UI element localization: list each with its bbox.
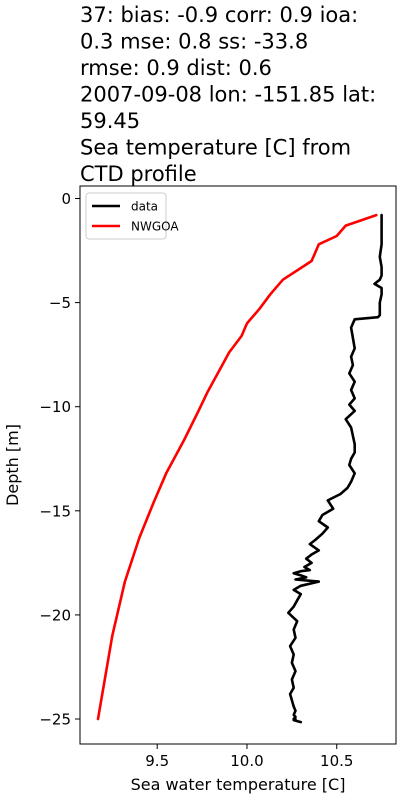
legend: data NWGOA	[85, 192, 179, 240]
plot-area: 9.5 10.0 10.5 0 −5 −10 −15 −20 −25 data NWGOA	[39, 185, 397, 770]
title-line: Sea temperature [C] from	[80, 136, 351, 160]
y-axis-label: Depth [m]	[3, 424, 22, 506]
title-line: CTD profile	[80, 162, 197, 186]
x-tick-label: 10.5	[320, 752, 353, 770]
legend-label: NWGOA	[131, 220, 179, 234]
legend-label: data	[131, 200, 158, 214]
legend-box	[85, 192, 167, 240]
series-line-nwgoa	[96, 213, 378, 721]
title-line: rmse: 0.9 dist: 0.6	[80, 56, 272, 80]
title-line: 37: bias: -0.9 corr: 0.9 ioa:	[80, 3, 358, 27]
y-tick-label: −15	[39, 502, 71, 520]
chart-title: 37: bias: -0.9 corr: 0.9 ioa: 0.3 mse: 0.…	[80, 3, 376, 186]
y-tick-label: −25	[39, 711, 71, 729]
y-tick-label: 0	[61, 190, 71, 208]
title-line: 2007-09-08 lon: -151.85 lat:	[80, 83, 376, 107]
x-tick-label: 10.0	[230, 752, 263, 770]
y-tick-label: −5	[49, 294, 71, 312]
y-tick-label: −20	[39, 606, 71, 624]
x-axis-label: Sea water temperature [C]	[131, 775, 346, 794]
series-lines	[96, 213, 383, 724]
title-line: 0.3 mse: 0.8 ss: -33.8	[80, 30, 308, 54]
title-line: 59.45	[80, 109, 140, 133]
x-tick-label: 9.5	[145, 752, 169, 770]
axis-ticks: 9.5 10.0 10.5 0 −5 −10 −15 −20 −25	[39, 190, 353, 770]
series-line-data	[286, 213, 383, 724]
y-tick-label: −10	[39, 398, 71, 416]
axes-frame	[79, 185, 397, 745]
